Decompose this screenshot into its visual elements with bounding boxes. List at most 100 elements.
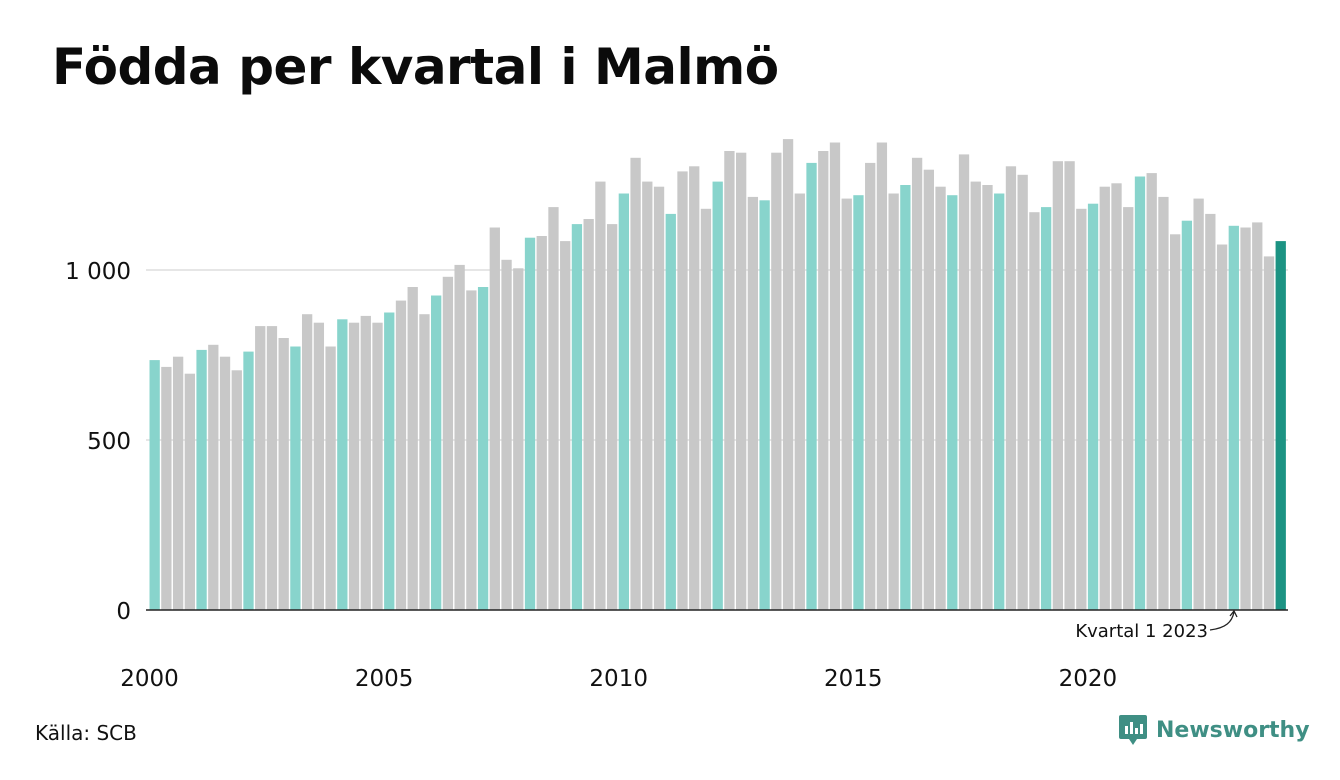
brand-name: Newsworthy [1156,717,1310,743]
bar [1111,183,1122,611]
bar [712,181,723,610]
bar [888,193,899,610]
bar [1181,220,1193,610]
bar [700,208,712,611]
bar [970,181,981,610]
bar [876,142,888,610]
bar [1134,176,1146,610]
bar [1017,174,1028,611]
bar [958,154,970,610]
bar [1076,208,1087,611]
bar [524,237,536,610]
bar [689,166,700,611]
bar [759,200,770,611]
bar [618,193,629,610]
x-axis-ticks: 2000 2005 2010 2015 2020 [120,666,1117,692]
bar [1146,173,1157,610]
bar [536,236,547,610]
bar [384,312,395,610]
bar [161,366,172,610]
bar [1040,207,1052,610]
bar [313,322,325,610]
bar [477,287,489,610]
bar [806,162,817,610]
bar [1005,166,1017,611]
bar [325,346,336,610]
bar [1052,161,1064,610]
bar [665,213,676,610]
bar-chart: 0 500 1 000 2000 2005 2010 2015 2020 Kvartal 1… [65,139,1288,692]
bar [548,207,559,610]
bar [1228,225,1239,611]
brand-logo: Newsworthy [1118,713,1310,747]
x-tick-label: 2020 [1059,666,1118,692]
bar [196,349,207,610]
bar [653,186,665,610]
bar [255,326,266,610]
bar [278,338,289,610]
bar [184,373,195,610]
bar [923,169,934,610]
x-tick-label: 2015 [824,666,883,692]
bar [1240,227,1251,610]
bar [1263,256,1275,610]
bar [1205,213,1216,610]
bar [642,181,653,610]
bar [360,315,371,610]
bars [149,139,1286,611]
bar [1193,198,1204,610]
bar [266,326,278,610]
bar [149,360,160,610]
bar [606,224,618,610]
bar [794,193,805,610]
bar [583,219,594,610]
bar [1170,234,1181,611]
y-tick-label: 1 000 [65,259,131,285]
annotation-arrowhead-icon [1229,609,1238,618]
x-tick-label: 2005 [355,666,414,692]
bar [853,195,864,610]
x-tick-label: 2010 [589,666,648,692]
bar [947,195,958,610]
bar [431,295,442,610]
bar [395,300,407,610]
bar [1064,161,1075,610]
bar [724,151,735,610]
bar [501,259,512,610]
bar [911,157,923,611]
newsworthy-logo-icon [1119,715,1147,745]
bar [337,319,348,610]
bar [1158,196,1169,610]
bar [900,185,911,610]
bar [407,287,418,610]
bar [1087,203,1099,610]
bar [747,196,759,610]
bar [935,186,946,610]
bar [489,227,500,610]
bar [290,346,301,610]
bar [172,356,184,610]
bar [466,290,477,610]
annotation-arrow-icon [1209,611,1235,631]
bar [231,370,242,610]
bar [841,198,852,610]
bar [454,264,465,610]
chart-title: Födda per kvartal i Malmö [52,38,779,96]
bar [560,241,571,610]
bar [771,152,782,610]
bar [782,139,794,610]
bar [372,322,383,610]
bar [348,322,360,610]
bar [630,157,641,611]
bar [1029,212,1040,610]
bar [818,151,829,610]
x-tick-label: 2000 [120,666,179,692]
bar [442,276,454,610]
annotation-text: Kvartal 1 2023 [1075,621,1208,642]
bar [208,344,219,610]
bar [419,314,430,610]
bar [994,193,1005,610]
bar [1252,222,1263,610]
bar [677,171,688,610]
bar [301,314,313,610]
